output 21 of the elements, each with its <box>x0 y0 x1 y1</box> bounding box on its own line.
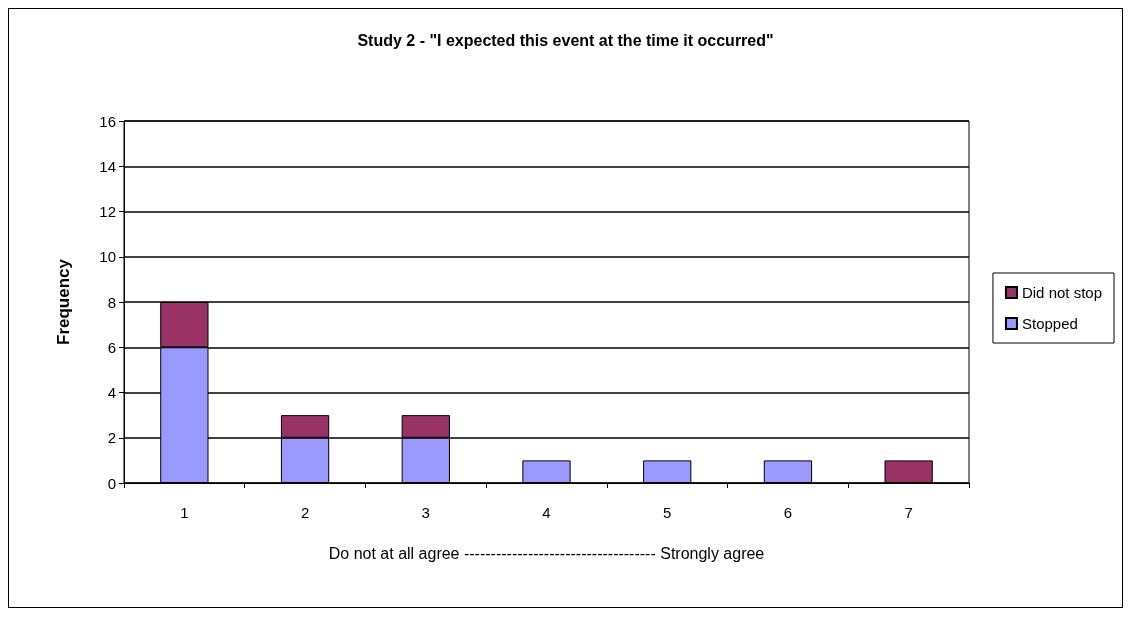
y-tick-label: 4 <box>107 384 116 401</box>
y-tick-label: 0 <box>107 474 116 492</box>
y-tick-label: 14 <box>99 157 116 175</box>
y-axis-title: Frequency <box>54 258 73 345</box>
x-tick-label: 4 <box>542 504 551 521</box>
y-tick-label: 2 <box>107 429 116 447</box>
x-axis-title: Do not at all agree ------------------------------------ Strongly agree <box>328 544 765 562</box>
chart-title: Study 2 - "I expected this event at the time it occurred" <box>357 31 774 49</box>
y-tick-label: 16 <box>99 112 116 130</box>
x-tick-label: 2 <box>300 504 310 521</box>
x-tick-label: 1 <box>180 504 189 521</box>
y-tick-label: 6 <box>107 338 116 356</box>
legend-label: Did not stop <box>1021 284 1102 301</box>
x-tick-label: 7 <box>904 504 913 521</box>
x-tick-label: 3 <box>421 504 430 521</box>
x-tick-label: 5 <box>663 504 672 521</box>
y-tick-label: 8 <box>107 293 116 311</box>
y-tick-label: 10 <box>99 248 116 266</box>
y-tick-label: 12 <box>99 203 116 220</box>
legend-label: Stopped <box>1021 315 1078 332</box>
x-tick-label: 6 <box>783 504 793 521</box>
